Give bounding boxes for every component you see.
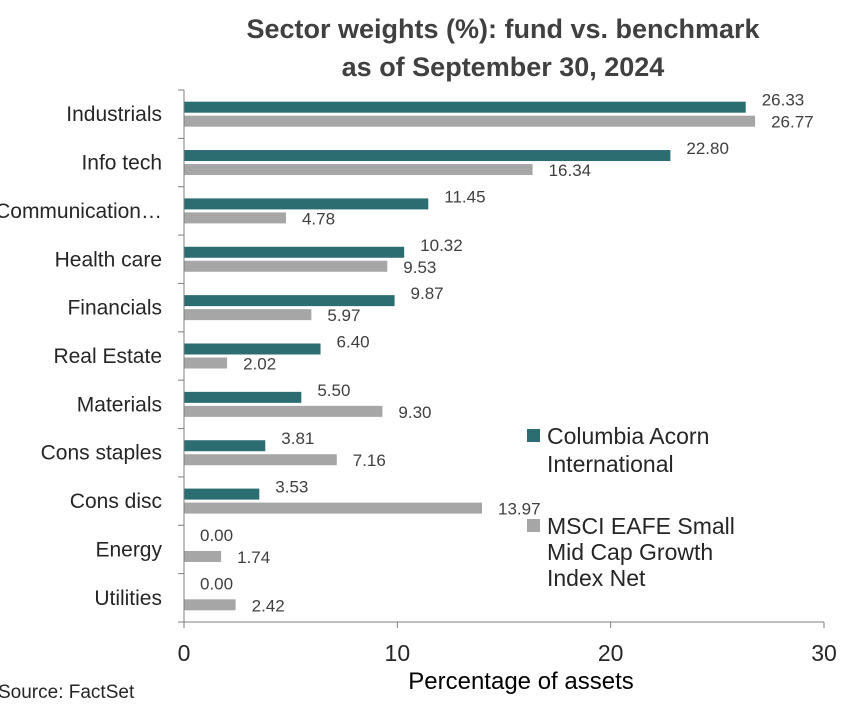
data-label: 3.81 bbox=[281, 429, 314, 448]
category-label: Info tech bbox=[81, 152, 162, 175]
legend-label: Mid Cap Growth bbox=[547, 539, 713, 565]
fund-bar bbox=[184, 488, 260, 500]
data-label: 2.42 bbox=[252, 596, 285, 615]
category-label: Utilities bbox=[94, 587, 162, 610]
category-label: Financials bbox=[67, 297, 162, 320]
x-tick-label: 0 bbox=[178, 640, 191, 666]
data-label: 2.02 bbox=[243, 355, 276, 374]
data-label: 10.32 bbox=[420, 236, 463, 255]
data-label: 5.97 bbox=[327, 306, 360, 325]
data-label: 9.53 bbox=[403, 258, 436, 277]
benchmark-bar bbox=[184, 115, 756, 127]
x-tick-label: 20 bbox=[598, 640, 624, 666]
category-label: Real Estate bbox=[53, 345, 162, 368]
data-label: 11.45 bbox=[444, 187, 485, 206]
fund-bar bbox=[184, 440, 266, 452]
legend-label: Index Net bbox=[547, 565, 646, 591]
benchmark-bar bbox=[184, 502, 483, 514]
fund-bar bbox=[184, 391, 302, 403]
source-note: Source: FactSet bbox=[0, 682, 135, 703]
benchmark-bar bbox=[184, 357, 228, 369]
x-tick-label: 30 bbox=[811, 640, 837, 666]
benchmark-bar bbox=[184, 309, 312, 321]
fund-bar bbox=[184, 246, 405, 258]
category-label: Cons disc bbox=[70, 490, 162, 513]
data-label: 0.00 bbox=[200, 574, 233, 593]
data-label: 16.34 bbox=[549, 161, 592, 180]
data-label: 6.40 bbox=[337, 333, 370, 352]
legend-label: MSCI EAFE Small bbox=[547, 513, 735, 539]
legend-swatch-benchmark bbox=[527, 519, 540, 532]
legend-label: Columbia Acorn bbox=[547, 423, 709, 449]
data-label: 3.53 bbox=[275, 478, 308, 497]
data-label: 7.16 bbox=[353, 451, 386, 470]
data-label: 0.00 bbox=[200, 526, 233, 545]
data-label: 26.77 bbox=[771, 113, 814, 132]
data-label: 9.30 bbox=[398, 403, 431, 422]
fund-bar bbox=[184, 295, 395, 307]
fund-bar bbox=[184, 343, 321, 355]
category-label: Materials bbox=[77, 393, 162, 416]
chart-title-line-1: Sector weights (%): fund vs. benchmark bbox=[246, 14, 760, 44]
category-label: Communication… bbox=[0, 200, 162, 223]
category-label: Energy bbox=[95, 538, 162, 561]
data-label: 5.50 bbox=[317, 381, 350, 400]
data-label: 4.78 bbox=[302, 209, 335, 228]
data-label: 26.33 bbox=[762, 91, 805, 110]
data-label: 22.80 bbox=[686, 139, 729, 158]
chart-title-line-2: as of September 30, 2024 bbox=[342, 52, 665, 82]
category-label: Industrials bbox=[66, 103, 162, 126]
plot-area: Industrials 26.33 26.77 Info tech 22.80 16.34… bbox=[0, 89, 837, 666]
fund-bar bbox=[184, 198, 429, 210]
benchmark-bar bbox=[184, 260, 388, 272]
fund-bar bbox=[184, 150, 671, 162]
category-label: Cons staples bbox=[41, 442, 162, 465]
x-axis-label: Percentage of assets bbox=[408, 668, 633, 695]
data-label: 1.74 bbox=[237, 548, 270, 567]
benchmark-bar bbox=[184, 405, 383, 417]
legend-swatch-fund bbox=[527, 429, 540, 442]
benchmark-bar bbox=[184, 599, 236, 611]
benchmark-bar bbox=[184, 454, 337, 466]
x-tick-label: 10 bbox=[385, 640, 411, 666]
benchmark-bar bbox=[184, 212, 286, 224]
fund-bar bbox=[184, 101, 746, 113]
benchmark-bar bbox=[184, 550, 222, 562]
legend-label: International bbox=[547, 451, 674, 477]
data-label: 13.97 bbox=[498, 500, 541, 519]
category-label: Health care bbox=[55, 248, 162, 271]
benchmark-bar bbox=[184, 164, 533, 176]
data-label: 9.87 bbox=[411, 284, 444, 303]
